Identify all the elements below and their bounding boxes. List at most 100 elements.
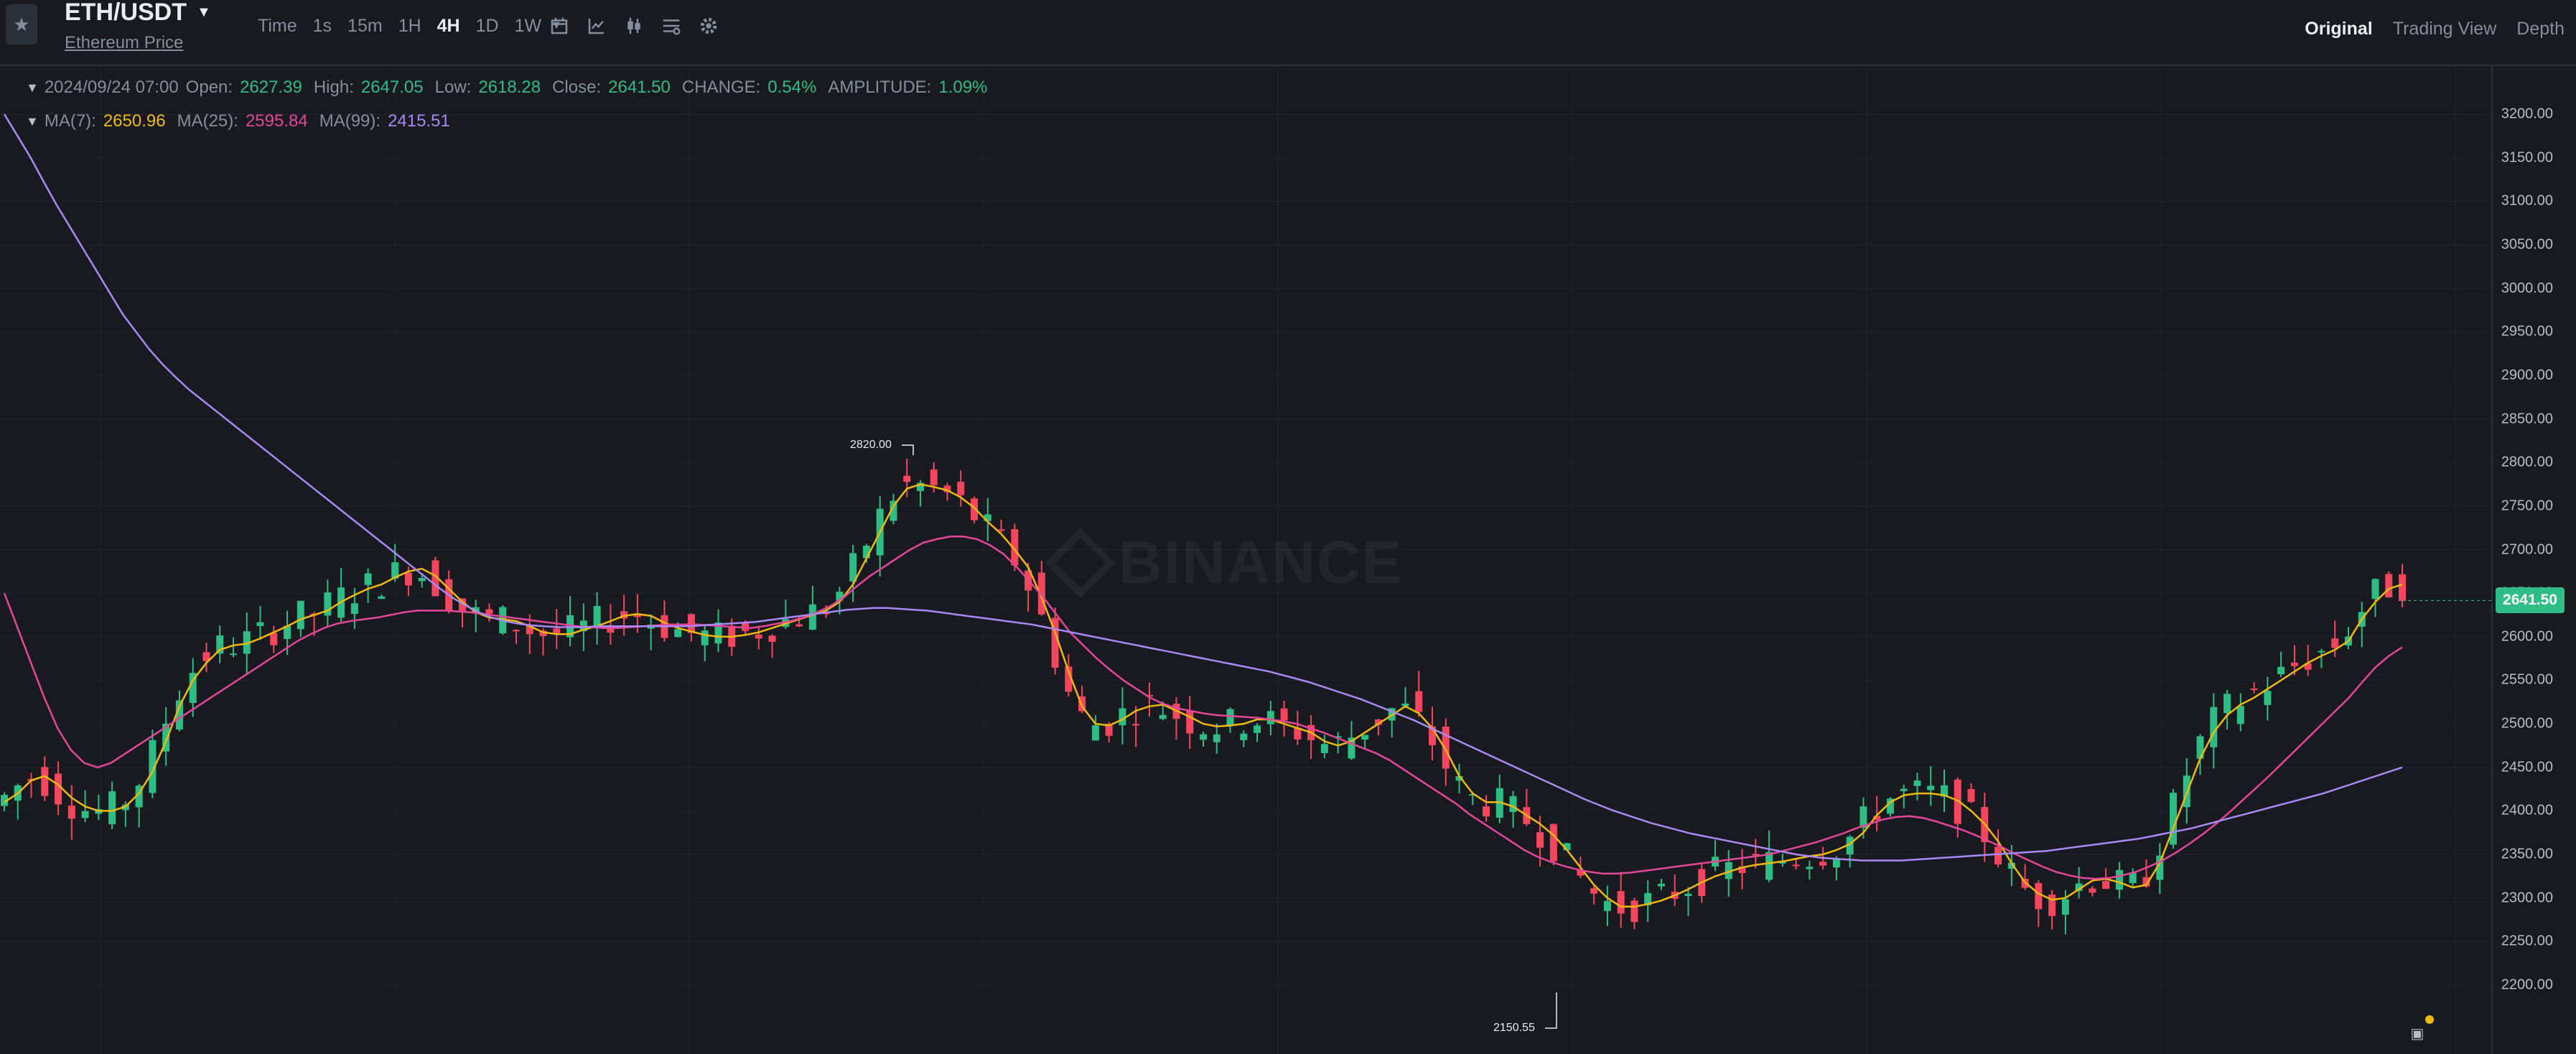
interval-1d[interactable]: 1D — [475, 15, 499, 36]
favorite-star-icon[interactable]: ★ — [6, 4, 37, 45]
top-bar: ★ ETH/USDT ▼ Ethereum Price Time 1s 15m … — [0, 0, 2576, 66]
candle-down — [1483, 806, 1490, 817]
candle-up — [2223, 694, 2231, 714]
candle-up — [1725, 862, 1732, 880]
candle-up — [2264, 691, 2272, 705]
binance-watermark: BINANCE — [1045, 527, 1404, 598]
candle-up — [674, 629, 682, 638]
candle-down — [2035, 882, 2043, 910]
candle-down — [1792, 864, 1800, 867]
price-tick-label: 2400.00 — [2501, 802, 2553, 819]
candlestick-chart[interactable] — [0, 66, 2491, 1054]
candle-down — [2102, 881, 2110, 890]
candle-down — [687, 614, 695, 633]
ma25-value: 2595.84 — [245, 111, 308, 131]
caret-down-icon: ▼ — [197, 4, 211, 20]
candle-down — [2331, 638, 2339, 648]
price-tick-label: 3000.00 — [2501, 280, 2553, 297]
candle-up — [1886, 798, 1894, 814]
interval-selector: Time 1s 15m 1H 4H 1D 1W ▼ — [250, 13, 570, 39]
price-tick-label: 2350.00 — [2501, 846, 2553, 862]
candle-down — [1819, 862, 1827, 866]
candle-down — [768, 635, 776, 642]
candle-down — [633, 613, 641, 617]
candle-up — [890, 500, 897, 521]
candle-down — [553, 628, 561, 635]
candle-down — [2142, 877, 2150, 887]
candle-down — [742, 622, 750, 631]
candle-up — [149, 740, 157, 793]
candle-up — [2007, 862, 2015, 869]
price-tick-label: 2800.00 — [2501, 454, 2553, 470]
candle-up — [1119, 708, 1126, 726]
collapse-ma-chevron-icon[interactable]: ▼ — [26, 113, 39, 129]
price-tick-label: 2750.00 — [2501, 498, 2553, 514]
candle-up — [2318, 650, 2325, 653]
candle-up — [836, 592, 844, 601]
candle-up — [216, 635, 224, 654]
pair-name: ETH/USDT — [65, 0, 187, 26]
candle-down — [1738, 866, 1746, 873]
candle-up — [1469, 794, 1477, 796]
candle-up — [1859, 806, 1867, 828]
price-tick-label: 3100.00 — [2501, 192, 2553, 209]
interval-4h[interactable]: 4H — [437, 15, 460, 36]
candle-up — [1, 795, 8, 806]
candle-up — [1348, 737, 1355, 759]
interval-15m[interactable]: 15m — [347, 15, 383, 36]
interval-more-caret-icon[interactable]: ▼ — [551, 19, 562, 32]
candle-up — [862, 546, 870, 559]
view-tradingview-tab[interactable]: Trading View — [2392, 19, 2497, 39]
candle-up — [1765, 852, 1773, 880]
candle-up — [391, 562, 399, 579]
candle-down — [458, 598, 466, 612]
candle-up — [2115, 869, 2123, 890]
candle-up — [324, 592, 332, 616]
collapse-ohlc-chevron-icon[interactable]: ▼ — [26, 80, 39, 95]
view-depth-tab[interactable]: Depth — [2516, 19, 2565, 39]
candle-down — [971, 498, 979, 521]
candle-type-icon[interactable] — [623, 15, 645, 37]
interval-time[interactable]: Time — [258, 15, 297, 36]
indicators-icon[interactable] — [586, 15, 607, 37]
candle-down — [620, 611, 628, 619]
candle-up — [1806, 867, 1814, 869]
chart-tools — [549, 11, 719, 40]
candle-down — [1078, 696, 1086, 712]
binance-logo-icon — [1045, 527, 1116, 598]
ma7-line — [4, 483, 2403, 908]
candle-down — [485, 609, 493, 614]
interval-1w[interactable]: 1W — [514, 15, 542, 36]
candle-up — [593, 606, 601, 627]
candle-up — [472, 607, 480, 612]
candle-down — [822, 612, 830, 615]
candle-up — [849, 553, 857, 582]
candle-up — [1361, 734, 1369, 740]
candle-down — [1590, 888, 1598, 894]
candle-up — [714, 622, 722, 644]
price-tick-label: 2200.00 — [2501, 976, 2553, 993]
candle-up — [229, 653, 237, 656]
candle-up — [2156, 855, 2164, 880]
interval-1s[interactable]: 1s — [312, 15, 332, 36]
close-value: 2641.50 — [608, 78, 671, 97]
pair-selector[interactable]: ETH/USDT ▼ — [65, 0, 211, 27]
candle-up — [1913, 780, 1921, 786]
layout-icon[interactable] — [661, 15, 682, 37]
price-page-link[interactable]: Ethereum Price — [65, 33, 184, 52]
chart-panel-icon[interactable]: ▣ — [2410, 1025, 2425, 1042]
price-tick-label: 3050.00 — [2501, 236, 2553, 253]
settings-icon[interactable] — [698, 15, 719, 37]
view-switcher: Original Trading View Depth — [2305, 19, 2565, 39]
price-axis[interactable]: 2200.00 2250.00 2300.00 2350.00 2400.00 2450.… — [2491, 66, 2576, 1054]
interval-1h[interactable]: 1H — [398, 15, 421, 36]
candle-up — [1900, 788, 1908, 791]
candle-up — [1213, 734, 1221, 742]
calendar-icon[interactable] — [549, 15, 570, 37]
candle-down — [1051, 617, 1059, 668]
price-tick-label: 2550.00 — [2501, 671, 2553, 688]
ohlc-legend: ▼ 2024/09/24 07:00 Open: 2627.39 High: 2… — [26, 78, 988, 97]
candle-down — [755, 634, 762, 639]
view-original-tab[interactable]: Original — [2305, 19, 2373, 39]
candle-up — [135, 785, 143, 808]
